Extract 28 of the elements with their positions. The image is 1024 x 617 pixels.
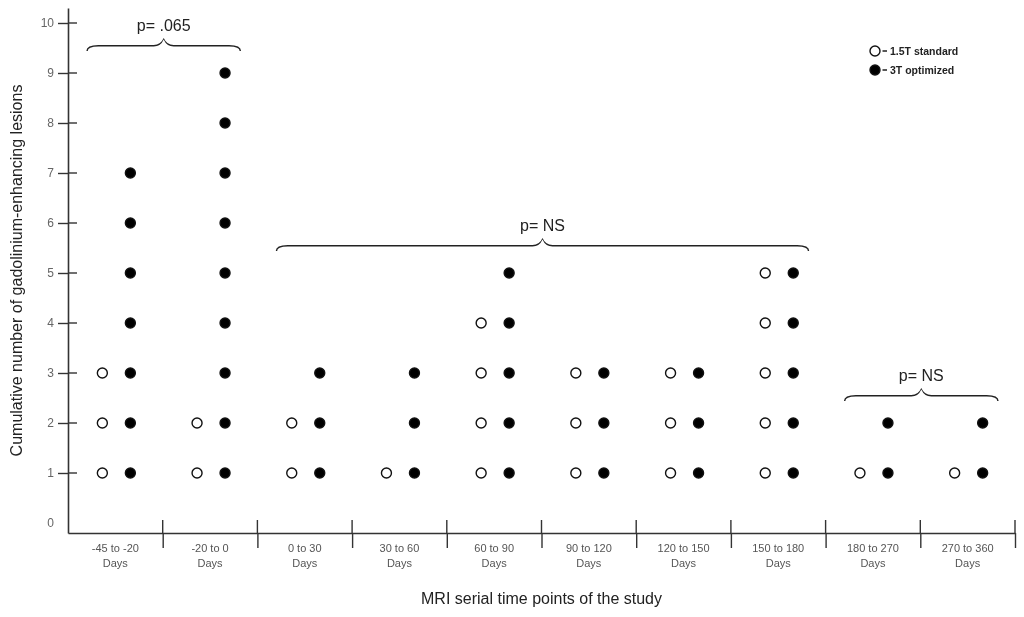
annotation: p= NS xyxy=(898,367,944,384)
y-tick-label: 2 xyxy=(47,416,55,431)
annotation: p= NS xyxy=(520,217,565,234)
x-tick-label: 270 to 360 Days xyxy=(941,542,994,569)
x-tick-label: 30 to 60 Days xyxy=(379,542,420,569)
annotation: p= .065 xyxy=(136,17,191,34)
x-axis-title: MRI serial time points of the study xyxy=(421,590,662,607)
y-tick-label: 7 xyxy=(47,166,55,181)
x-tick-label: -45 to -20 Days xyxy=(91,542,139,569)
x-tick-label: 90 to 120 Days xyxy=(565,542,612,569)
y-tick-label: 6 xyxy=(47,216,55,231)
y-tick-label: 4 xyxy=(47,316,55,331)
x-tick-label: 60 to 90 Days xyxy=(474,542,515,569)
legend-label: 3T optimized xyxy=(890,63,955,76)
y-tick-label: 10 xyxy=(40,16,55,31)
x-tick-label: 150 to 180 Days xyxy=(752,542,805,569)
legend-label: 1.5T standard xyxy=(890,44,959,57)
x-tick-label: 0 to 30 Days xyxy=(287,542,322,569)
y-axis-title: Cumulative number of gadolinium-enhancing lesions xyxy=(8,84,25,457)
x-tick-label: 180 to 270 Days xyxy=(846,542,899,569)
y-tick-label: 9 xyxy=(47,66,55,81)
x-tick-label: -20 to 0 Days xyxy=(191,542,229,569)
x-tick-label: 120 to 150 Days xyxy=(657,542,710,569)
y-tick-label: 0 xyxy=(47,516,55,531)
y-tick-label: 8 xyxy=(47,116,55,131)
y-tick-label: 5 xyxy=(47,266,55,281)
y-tick-label: 3 xyxy=(47,366,55,381)
y-tick-label: 1 xyxy=(47,466,55,481)
